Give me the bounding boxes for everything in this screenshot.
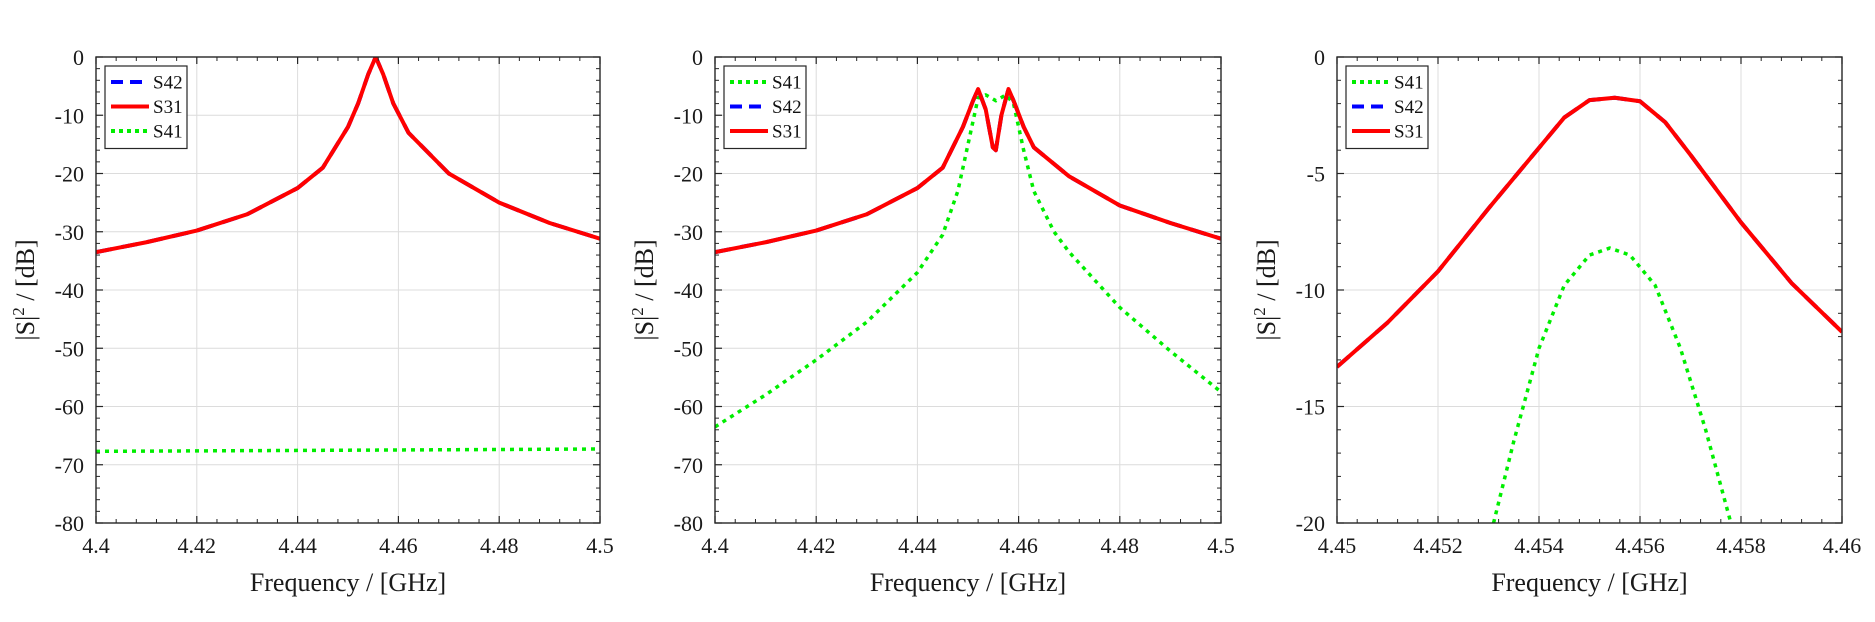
legend-label-s42: S42 <box>1394 97 1424 118</box>
panel-3-chart: 4.45 4.452 4.454 4.456 4.458 4.46 0 -5 -10 -15 -20… <box>1250 45 1861 597</box>
y-tick-label: -60 <box>55 395 84 420</box>
legend-label-s31: S31 <box>153 97 183 118</box>
y-tick-label: -15 <box>1296 395 1325 420</box>
y-tick-label: -70 <box>55 453 84 478</box>
x-tick-label: 4.4 <box>701 533 729 558</box>
y-tick-label: -10 <box>55 103 84 128</box>
x-tick-label: 4.5 <box>586 533 614 558</box>
x-tick-label: 4.452 <box>1413 533 1463 558</box>
ticks <box>1336 56 1843 524</box>
y-tick-label: -30 <box>55 220 84 245</box>
legend-label-s41: S41 <box>153 122 183 143</box>
legend: S41 S42 S31 <box>1345 65 1429 150</box>
x-tick-label: 4.458 <box>1716 533 1766 558</box>
y-axis-label: |S|2 / [dB] <box>1250 239 1281 340</box>
y-tick-label: -40 <box>674 278 703 303</box>
legend-label-s31: S31 <box>1394 122 1424 143</box>
series-group <box>715 87 1221 429</box>
y-axis-label-unit: / [dB] <box>11 239 40 307</box>
x-tick-label: 4.46 <box>1823 533 1862 558</box>
y-axis-label: |S|2 / [dB] <box>9 239 40 340</box>
y-tick-label: -50 <box>55 336 84 361</box>
y-tick-label: -10 <box>1296 278 1325 303</box>
x-axis-label: Frequency / [GHz] <box>250 568 446 597</box>
panel-2-chart: 4.4 4.42 4.44 4.46 4.48 4.5 0 -10 -20 -30 -40 -50 -6… <box>628 45 1235 597</box>
y-tick-label: -40 <box>55 278 84 303</box>
y-tick-label: -60 <box>674 395 703 420</box>
y-axis-label-unit: / [dB] <box>1252 239 1281 307</box>
y-axis-label-exponent: 2 <box>9 307 28 316</box>
panel-1-chart: 4.4 4.42 4.44 4.46 4.48 4.5 0 -10 -20 -30 -40 -50 -6… <box>9 45 614 597</box>
y-tick-label: -20 <box>55 162 84 187</box>
x-tick-label: 4.46 <box>999 533 1038 558</box>
y-tick-label: -80 <box>674 511 703 536</box>
y-tick-label: -30 <box>674 220 703 245</box>
x-tick-label: 4.5 <box>1207 533 1235 558</box>
x-axis-label: Frequency / [GHz] <box>870 568 1066 597</box>
y-tick-label: -10 <box>674 103 703 128</box>
x-tick-label: 4.454 <box>1514 533 1564 558</box>
y-tick-label: -5 <box>1307 162 1325 187</box>
series-s41 <box>1491 246 1733 523</box>
y-tick-label: 0 <box>1314 45 1325 70</box>
y-axis-label-base: |S| <box>1252 316 1281 341</box>
y-tick-label: 0 <box>73 45 84 70</box>
y-tick-label: -70 <box>674 453 703 478</box>
x-axis-label: Frequency / [GHz] <box>1491 568 1687 597</box>
y-tick-label: -20 <box>674 162 703 187</box>
series-s41 <box>715 93 1221 429</box>
x-tick-label: 4.44 <box>278 533 317 558</box>
x-tick-label: 4.44 <box>898 533 937 558</box>
legend: S41 S42 S31 <box>723 65 807 150</box>
y-axis-label-exponent: 2 <box>628 307 647 316</box>
y-tick-label: -50 <box>674 336 703 361</box>
legend-label-s41: S41 <box>772 73 802 94</box>
x-tick-label: 4.42 <box>797 533 836 558</box>
y-axis-label-unit: / [dB] <box>630 239 659 307</box>
ticks <box>714 56 1222 524</box>
series-s41 <box>96 447 600 454</box>
series-group <box>96 57 600 454</box>
y-tick-label: 0 <box>692 45 703 70</box>
legend: S42 S31 S41 <box>104 65 188 150</box>
x-tick-label: 4.48 <box>1101 533 1140 558</box>
y-axis-label-exponent: 2 <box>1250 307 1269 316</box>
x-tick-label: 4.4 <box>82 533 110 558</box>
x-tick-label: 4.456 <box>1615 533 1665 558</box>
ticks <box>95 56 601 524</box>
series-s31 <box>96 57 600 255</box>
x-tick-label: 4.45 <box>1318 533 1357 558</box>
y-tick-label: -20 <box>1296 511 1325 536</box>
legend-label-s41: S41 <box>1394 73 1424 94</box>
series-group <box>1337 95 1842 523</box>
y-tick-label: -80 <box>55 511 84 536</box>
series-s31 <box>715 87 1221 255</box>
legend-label-s42: S42 <box>772 97 802 118</box>
series-s31 <box>1337 95 1842 369</box>
y-axis-label-base: |S| <box>630 316 659 341</box>
legend-label-s31: S31 <box>772 122 802 143</box>
y-axis-label-base: |S| <box>11 316 40 341</box>
legend-label-s42: S42 <box>153 73 183 94</box>
x-tick-label: 4.48 <box>480 533 519 558</box>
x-tick-label: 4.42 <box>178 533 217 558</box>
x-tick-label: 4.46 <box>379 533 418 558</box>
y-axis-label: |S|2 / [dB] <box>628 239 659 340</box>
